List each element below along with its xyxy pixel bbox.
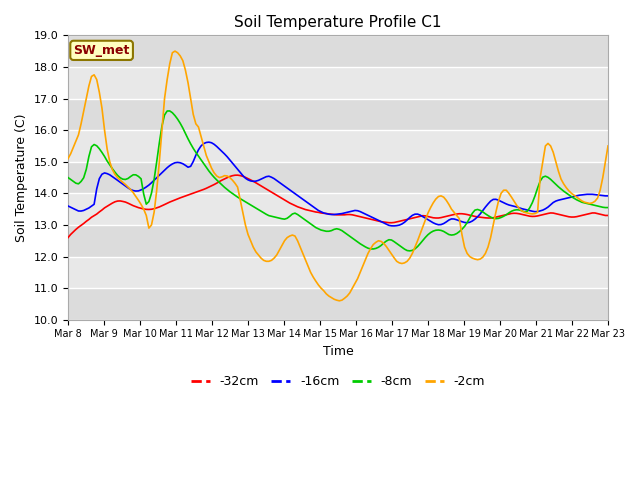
Text: SW_met: SW_met [74,44,130,57]
-16cm [453,217,461,223]
-16cm [591,192,599,197]
Bar [68,36,608,67]
-32cm [103,204,111,209]
-32cm [64,235,72,240]
X-axis label: Time: Time [323,345,353,358]
-16cm [64,203,72,209]
-8cm [64,175,72,180]
Legend: -32cm, -16cm, -8cm, -2cm: -32cm, -16cm, -8cm, -2cm [186,370,490,393]
-2cm [200,143,207,149]
-8cm [200,161,207,167]
Bar [68,225,608,256]
-8cm [255,207,262,213]
-16cm [604,193,612,199]
-16cm [103,171,111,177]
-2cm [422,217,429,223]
-16cm [205,139,212,145]
Title: Soil Temperature Profile C1: Soil Temperature Profile C1 [234,15,442,30]
Bar [68,98,608,130]
-2cm [335,298,343,304]
-32cm [255,181,262,187]
-8cm [591,203,599,208]
-32cm [197,188,205,193]
-2cm [171,48,179,54]
Bar [68,256,608,288]
-8cm [166,108,173,114]
-2cm [103,146,111,152]
Line: -2cm: -2cm [68,51,608,301]
-32cm [419,213,427,218]
-8cm [453,231,461,237]
Bar [68,193,608,225]
-2cm [591,198,599,204]
-16cm [197,143,205,149]
-16cm [390,223,398,229]
Y-axis label: Soil Temperature (C): Soil Temperature (C) [15,113,28,242]
-32cm [451,212,458,217]
-32cm [589,210,596,216]
Bar [68,162,608,193]
Bar [68,130,608,162]
Bar [68,288,608,320]
-8cm [103,158,111,164]
-8cm [422,234,429,240]
-32cm [234,172,241,178]
-2cm [255,252,262,258]
-2cm [453,213,461,218]
-32cm [604,213,612,218]
-2cm [604,143,612,149]
Line: -16cm: -16cm [68,142,608,226]
-8cm [604,204,612,210]
Line: -8cm: -8cm [68,111,608,251]
-2cm [64,156,72,161]
-16cm [422,215,429,221]
-8cm [406,248,413,254]
Line: -32cm: -32cm [68,175,608,238]
Bar [68,67,608,98]
-16cm [255,178,262,183]
